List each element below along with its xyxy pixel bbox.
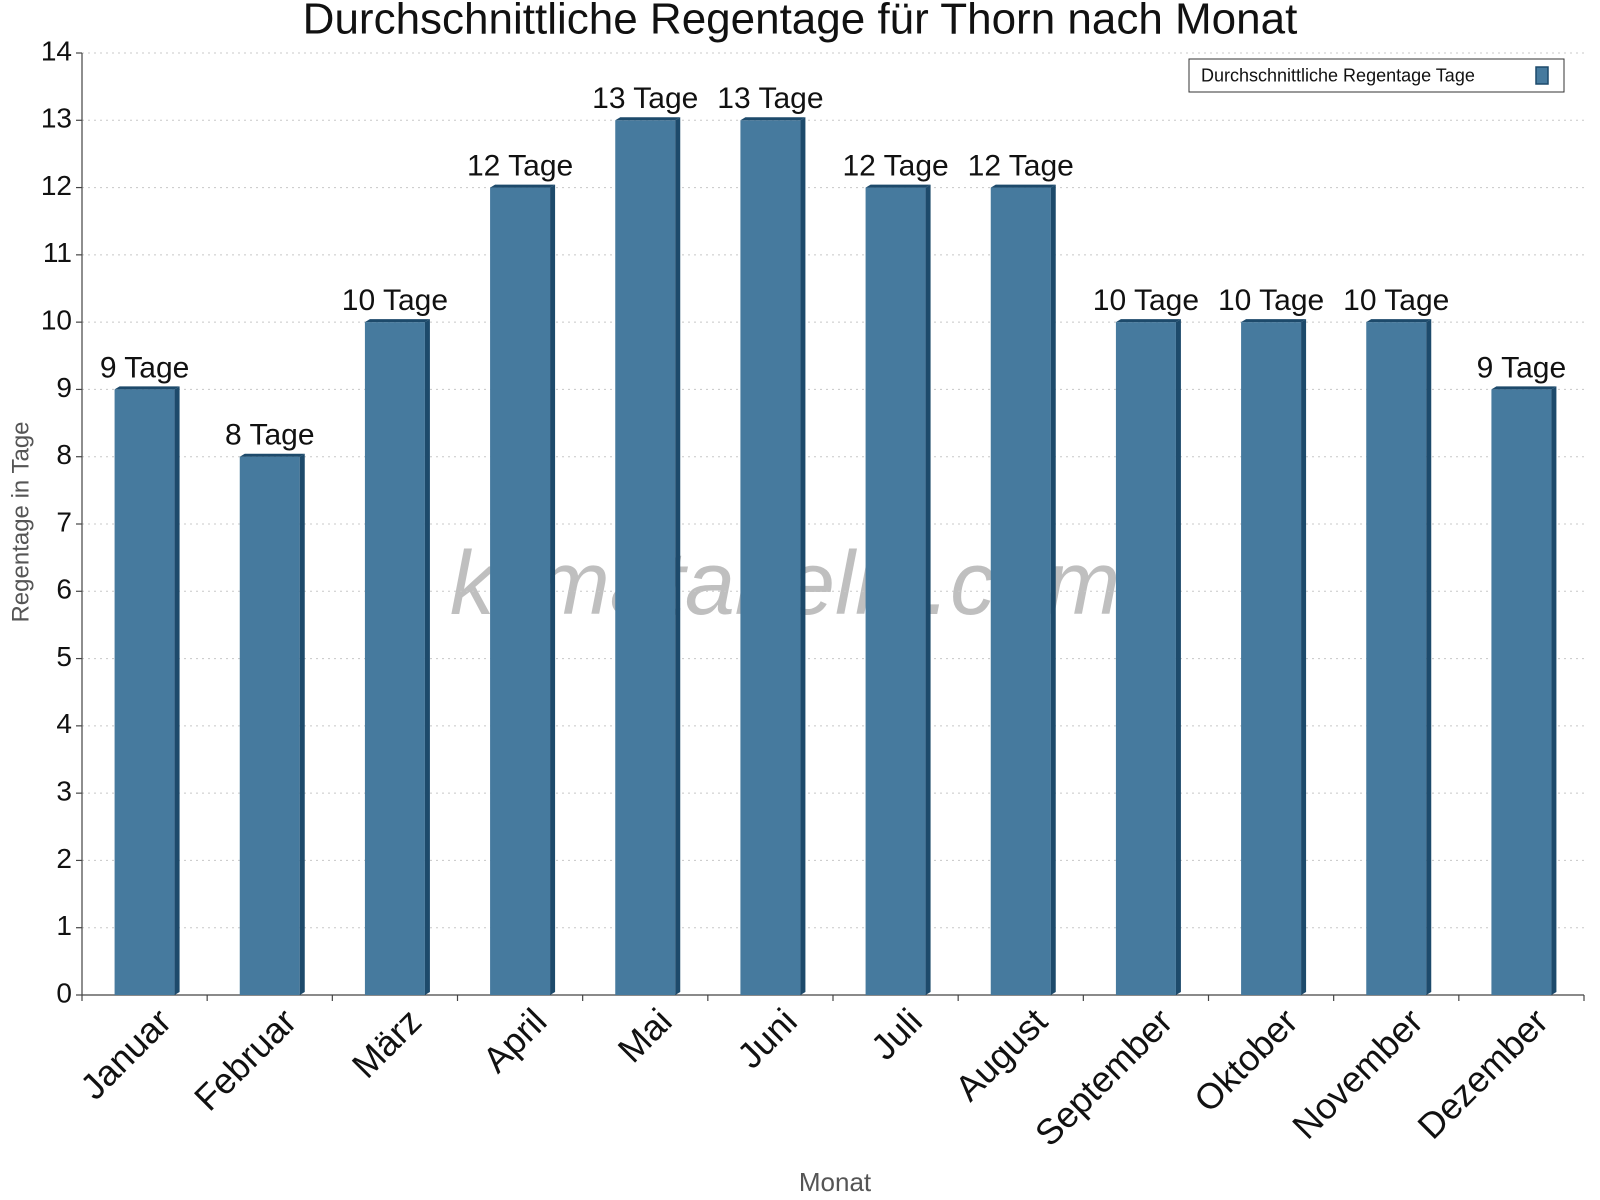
- value-label: 10 Tage: [1093, 284, 1199, 317]
- x-tick-label: April: [475, 1000, 555, 1080]
- bar-top: [990, 184, 1056, 188]
- value-label: 13 Tage: [592, 82, 698, 115]
- value-label: 13 Tage: [717, 82, 823, 115]
- bar-top: [364, 319, 430, 323]
- y-tick-label: 13: [41, 103, 72, 134]
- x-tick-label: Oktober: [1186, 1000, 1306, 1120]
- value-label: 10 Tage: [342, 284, 448, 317]
- value-label: 9 Tage: [1477, 351, 1567, 384]
- bar-side: [925, 184, 931, 996]
- y-tick-label: 10: [41, 305, 72, 336]
- bar-side: [174, 386, 180, 995]
- x-tick-label: Dezember: [1409, 1000, 1555, 1146]
- bar-side: [424, 319, 430, 996]
- bar-top: [1366, 319, 1432, 323]
- bar-side: [675, 117, 681, 996]
- bar: [490, 187, 551, 996]
- bar: [364, 322, 425, 996]
- bar: [615, 120, 676, 996]
- y-tick-label: 5: [56, 641, 72, 672]
- x-tick-label: Juni: [729, 1000, 805, 1076]
- x-tick-label: März: [344, 1000, 430, 1086]
- bar-side: [1050, 184, 1056, 996]
- bar-top: [615, 117, 681, 121]
- x-tick-label: Juli: [863, 1000, 930, 1067]
- x-tick-label: August: [947, 1000, 1055, 1108]
- x-tick-label: Februar: [186, 1000, 304, 1118]
- value-label: 12 Tage: [467, 149, 573, 182]
- bar-side: [1426, 319, 1432, 996]
- legend-label: Durchschnittliche Regentage Tage: [1201, 65, 1475, 85]
- value-label: 10 Tage: [1343, 284, 1449, 317]
- bar-side: [800, 117, 806, 996]
- bar: [239, 456, 300, 995]
- x-tick-label: Januar: [72, 1000, 179, 1107]
- y-tick-label: 8: [56, 439, 72, 470]
- bar-side: [1175, 319, 1181, 996]
- value-label: 12 Tage: [842, 149, 948, 182]
- bar-top: [490, 184, 556, 188]
- bar: [1491, 389, 1552, 995]
- y-tick-label: 3: [56, 776, 72, 807]
- bar-top: [1115, 319, 1181, 323]
- bar-top: [1241, 319, 1307, 323]
- bar: [740, 120, 801, 996]
- legend-box: [1188, 58, 1565, 93]
- bar-side: [1301, 319, 1307, 996]
- value-label: 10 Tage: [1218, 284, 1324, 317]
- bar-side: [550, 184, 556, 996]
- bar: [865, 187, 926, 996]
- legend-swatch: [1535, 66, 1549, 85]
- y-tick-label: 14: [41, 35, 72, 66]
- y-tick-label: 4: [56, 708, 72, 739]
- bar-top: [239, 453, 305, 457]
- bar: [1115, 322, 1176, 996]
- bar-top: [865, 184, 931, 188]
- bar-side: [1551, 386, 1557, 995]
- x-tick-label: September: [1027, 1000, 1181, 1154]
- value-label: 12 Tage: [968, 149, 1074, 182]
- bar: [114, 389, 175, 995]
- y-tick-label: 2: [56, 843, 72, 874]
- x-tick-label: Mai: [610, 1000, 680, 1070]
- y-tick-label: 0: [56, 977, 72, 1008]
- y-tick-label: 11: [43, 237, 72, 268]
- y-tick-label: 7: [56, 506, 72, 537]
- y-axis-label: Regentage in Tage: [7, 421, 34, 622]
- bar-top: [740, 117, 806, 121]
- y-tick-label: 9: [56, 372, 72, 403]
- chart-title: Durchschnittliche Regentage für Thorn na…: [303, 0, 1298, 44]
- y-tick-label: 6: [56, 574, 72, 605]
- x-tick-label: November: [1284, 1000, 1430, 1146]
- bar-top: [1491, 386, 1557, 390]
- y-tick-label: 1: [56, 910, 72, 941]
- bar-side: [299, 453, 305, 995]
- bar: [1241, 322, 1302, 996]
- bar-top: [114, 386, 180, 390]
- y-tick-label: 12: [41, 170, 72, 201]
- value-label: 8 Tage: [225, 419, 315, 452]
- x-axis-label: Monat: [799, 1167, 872, 1197]
- bar: [1366, 322, 1427, 996]
- value-label: 9 Tage: [100, 351, 190, 384]
- bar: [990, 187, 1051, 996]
